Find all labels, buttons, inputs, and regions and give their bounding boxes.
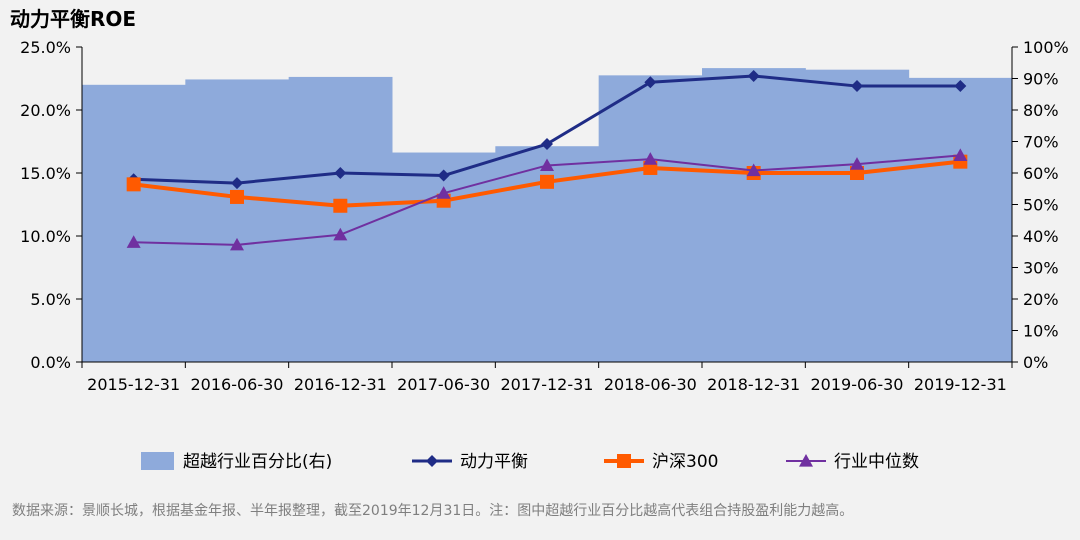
legend-swatch-marker-1 [426, 455, 438, 467]
series-3-point [436, 186, 451, 199]
right-tick-label: 40% [1023, 227, 1059, 246]
left-tick-label: 5.0% [30, 290, 71, 309]
x-tick-label: 2018-06-30 [604, 375, 697, 394]
x-tick-label: 2015-12-31 [87, 375, 180, 394]
series-1-point [747, 69, 760, 82]
left-tick-label: 20.0% [20, 101, 71, 120]
axes-layer: 0.0% 5.0% 10.0% 15.0% 20.0% 25.0% 0% 10% 20% 30% 4… [20, 38, 1069, 394]
lines-layer [126, 69, 968, 251]
series-1-point [851, 80, 863, 93]
series-2-point [126, 177, 141, 192]
x-tick-label: 2018-12-31 [707, 375, 800, 394]
bar-2015-12-31 [82, 84, 186, 363]
source-note: 数据来源：景顺长城，根据基金年报、半年报整理，截至2019年12月31日。注：图… [12, 503, 854, 519]
right-tick-label: 20% [1023, 290, 1059, 309]
legend-label-1: 动力平衡 [460, 452, 528, 472]
series-1-point [231, 177, 243, 190]
series-1-point [437, 169, 450, 182]
left-tick-label: 10.0% [20, 227, 71, 246]
legend-swatch-marker-2 [617, 454, 631, 468]
series-1-point [644, 76, 657, 89]
x-tick-label: 2019-12-31 [914, 375, 1007, 394]
series-3-point [333, 227, 348, 241]
legend-swatch-marker-3 [799, 454, 813, 467]
x-tick-label: 2016-06-30 [191, 375, 284, 394]
series-3-point [953, 148, 968, 161]
right-tick-label: 70% [1023, 133, 1059, 152]
right-tick-label: 60% [1023, 164, 1059, 183]
roe-chart: 0.0% 5.0% 10.0% 15.0% 20.0% 25.0% 0% 10% 20% 30% 4… [20, 38, 1069, 472]
bar-2016-06-30 [185, 79, 290, 362]
series-3-point [850, 157, 864, 170]
x-tick-label: 2019-06-30 [811, 375, 904, 394]
legend-swatch-bars [141, 452, 174, 470]
x-tick-label: 2016-12-31 [294, 375, 387, 394]
series-3-point [746, 163, 761, 177]
left-tick-label: 15.0% [20, 164, 71, 183]
bar-2018-06-30 [598, 75, 703, 362]
legend-label-bars: 超越行业百分比(右) [183, 452, 332, 472]
bar-2016-12-31 [288, 76, 393, 363]
series-1-point [541, 138, 553, 151]
right-tick-label: 80% [1023, 101, 1059, 120]
series-2-point [540, 174, 554, 189]
series-3-point [540, 158, 554, 172]
x-tick-label: 2017-06-30 [397, 375, 490, 394]
right-tick-label: 100% [1023, 38, 1069, 57]
series-3-point [126, 235, 141, 248]
page-title: 动力平衡ROE [10, 7, 137, 31]
bars-layer [82, 68, 1013, 363]
right-tick-label: 10% [1023, 322, 1059, 341]
legend-label-3: 行业中位数 [834, 452, 919, 472]
series-3-point [230, 237, 244, 251]
legend: 超越行业百分比(右) 动力平衡 沪深300 行业中位数 [141, 452, 919, 472]
x-tick-label: 2017-12-31 [501, 375, 594, 394]
left-tick-label: 25.0% [20, 38, 71, 57]
right-tick-label: 0% [1023, 353, 1048, 372]
series-2-point [230, 189, 244, 204]
series-2-point [333, 198, 348, 213]
bar-2019-12-31 [908, 77, 1013, 363]
series-1-point [954, 80, 967, 93]
right-tick-label: 50% [1023, 196, 1059, 215]
bar-2018-12-31 [702, 68, 806, 362]
right-tick-label: 90% [1023, 70, 1059, 89]
bar-2019-06-30 [805, 69, 910, 363]
left-tick-label: 0.0% [30, 353, 71, 372]
series-1-point [334, 167, 347, 179]
legend-label-2: 沪深300 [652, 452, 718, 472]
right-tick-label: 30% [1023, 259, 1059, 278]
series-3-point [643, 152, 658, 165]
